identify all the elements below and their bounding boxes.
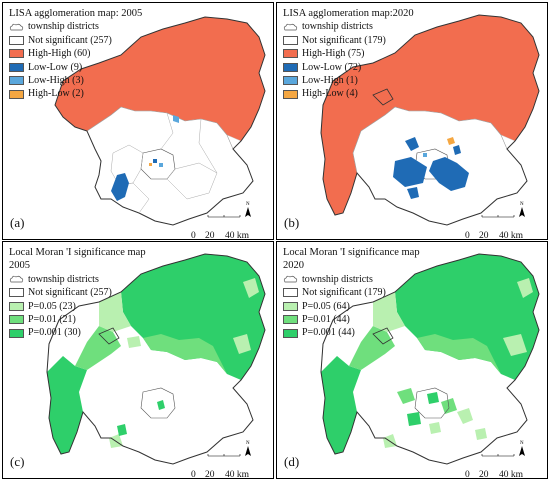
scale-bar: 0 20 40 km: [465, 231, 524, 240]
township-outline-icon: [9, 23, 24, 30]
legend-item: Not significant (179): [283, 286, 420, 299]
legend-item: P=0.001 (44): [283, 326, 420, 339]
map-title-year: 2020: [283, 260, 304, 272]
map-title: LISA agglomeration map: 2005: [9, 8, 143, 19]
scale-bar: 0 20 40 km: [191, 231, 250, 240]
panel-label: (c): [10, 454, 25, 469]
legend-item: Not significant (257): [9, 286, 146, 299]
svg-text:N: N: [246, 202, 250, 207]
legend-item: P=0.01 (44): [283, 313, 420, 326]
scale-bar: 0 20 40 km: [191, 470, 250, 479]
legend-item: Low-Low (9): [9, 61, 142, 74]
map-title: Local Moran 'I significance map: [283, 247, 420, 258]
legend-item: township districts: [283, 20, 414, 33]
legend-item: High-Low (2): [9, 87, 142, 100]
legend-item: High-High (75): [283, 47, 414, 60]
map-title: LISA agglomeration map:2020: [283, 8, 414, 19]
legend-item: township districts: [9, 20, 142, 33]
township-outline-icon: [9, 275, 24, 283]
legend-d: Local Moran 'I significance map 2020 tow…: [283, 246, 420, 340]
map-panel-a: N LISA agglomeration map: 2005 township …: [2, 2, 274, 240]
township-outline-icon: [283, 23, 298, 30]
map-panel-c: N Local Moran 'I significance map 2005 t…: [2, 241, 274, 479]
legend-item: Low-High (1): [283, 74, 414, 87]
map-title: Local Moran 'I significance map: [9, 247, 146, 258]
svg-text:N: N: [520, 441, 524, 446]
beijing-map-2005-significance: N: [46, 253, 266, 465]
legend-item: P=0.05 (23): [9, 300, 146, 313]
legend-a: LISA agglomeration map: 2005 township di…: [9, 7, 142, 101]
svg-text:N: N: [520, 202, 524, 207]
north-arrow-icon: N: [519, 441, 525, 456]
legend-item: Not significant (179): [283, 34, 414, 47]
beijing-map-2005-lisa: N: [54, 16, 266, 226]
legend-item: Low-Low (72): [283, 61, 414, 74]
legend-item: P=0.001 (30): [9, 326, 146, 339]
map-panel-b: N LISA agglomeration map:2020 township d…: [276, 2, 548, 240]
legend-item: township districts: [9, 273, 146, 286]
north-arrow-icon: N: [245, 202, 251, 217]
legend-item: Low-High (3): [9, 74, 142, 87]
legend-item: township districts: [283, 273, 420, 286]
svg-text:N: N: [246, 441, 250, 446]
legend-item: P=0.05 (64): [283, 300, 420, 313]
scale-bar: 0 20 40 km: [465, 470, 524, 479]
north-arrow-icon: N: [245, 441, 251, 456]
map-title-year: 2005: [9, 260, 30, 272]
panel-label: (d): [284, 454, 300, 469]
beijing-map-2020-significance: N: [320, 253, 540, 465]
beijing-map-2020-lisa: N: [320, 14, 540, 226]
legend-item: High-Low (4): [283, 87, 414, 100]
map-panel-d: N Local Moran 'I significance map 2020 t…: [276, 241, 548, 479]
legend-b: LISA agglomeration map:2020 township dis…: [283, 7, 414, 101]
north-arrow-icon: N: [519, 202, 525, 217]
legend-item: Not significant (257): [9, 34, 142, 47]
legend-item: P=0.01 (21): [9, 313, 146, 326]
legend-c: Local Moran 'I significance map 2005 tow…: [9, 246, 146, 340]
township-outline-icon: [283, 275, 298, 283]
panel-label: (b): [284, 215, 300, 230]
panel-label: (a): [10, 215, 25, 230]
legend-item: High-High (60): [9, 47, 142, 60]
